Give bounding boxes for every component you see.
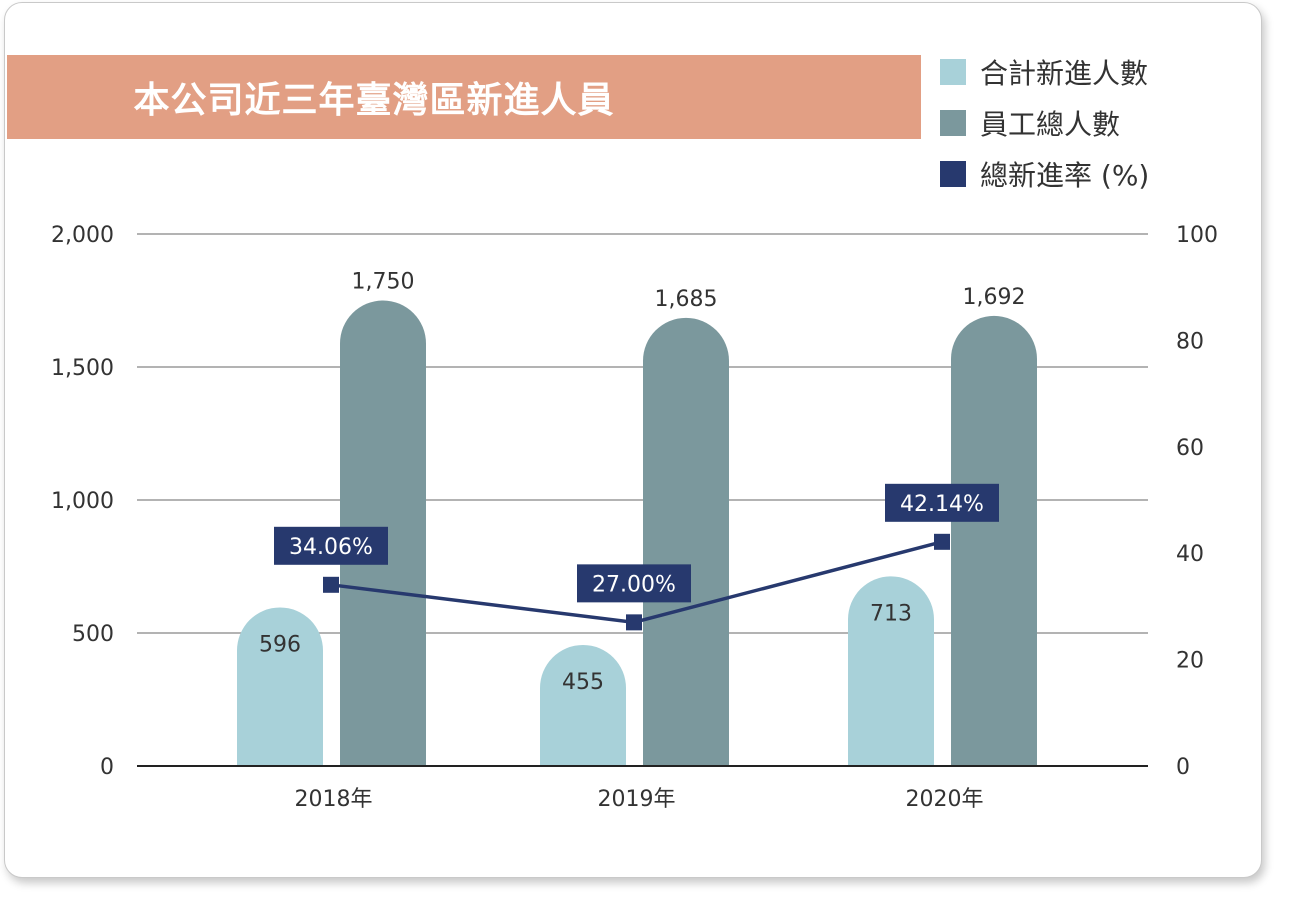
rate-marker [323, 576, 339, 593]
legend-swatch-hire-rate [940, 161, 966, 187]
legend-item-new-hires: 合計新進人數 [940, 52, 1148, 92]
data-label-total-employees: 1,750 [352, 270, 415, 295]
legend-label-hire-rate: 總新進率 (%) [980, 159, 1150, 192]
x-tick-label: 2018年 [295, 787, 373, 812]
chart-card [4, 2, 1262, 878]
x-tick-label: 2019年 [598, 787, 676, 812]
rate-marker [934, 533, 950, 550]
rate-label: 34.06% [289, 535, 373, 560]
bar-new-hires [540, 644, 626, 766]
rate-label: 27.00% [592, 572, 676, 597]
y-right-tick-label: 40 [1176, 542, 1204, 567]
data-label-new-hires: 713 [870, 601, 912, 626]
x-tick-label: 2020年 [906, 787, 984, 812]
legend-swatch-total-employees [940, 110, 966, 136]
y-right-tick-label: 60 [1176, 436, 1204, 461]
chart-title: 本公司近三年臺灣區新進人員 [133, 80, 615, 121]
y-right-tick-label: 0 [1176, 755, 1190, 780]
title-banner [7, 55, 921, 139]
rate-label: 42.14% [900, 492, 984, 517]
rate-label-box [577, 564, 691, 603]
y-right-tick-label: 20 [1176, 649, 1204, 674]
data-label-new-hires: 455 [562, 670, 604, 695]
bar-new-hires [237, 607, 323, 766]
y-right-tick-label: 80 [1176, 329, 1204, 354]
bar-total-employees [951, 315, 1037, 766]
rate-marker [626, 614, 642, 631]
y-left-tick-label: 1,000 [51, 489, 114, 514]
legend-label-new-hires: 合計新進人數 [980, 57, 1149, 90]
y-right-tick-label: 100 [1176, 223, 1218, 248]
data-label-total-employees: 1,685 [655, 287, 718, 312]
y-left-tick-label: 500 [72, 622, 114, 647]
y-left-tick-label: 0 [100, 755, 114, 780]
rate-label-box [274, 526, 388, 565]
rate-label-box [885, 483, 999, 522]
legend-item-total-employees: 員工總人數 [940, 103, 1120, 143]
y-left-tick-label: 1,500 [51, 356, 114, 381]
legend-swatch-new-hires [940, 59, 966, 85]
bar-total-employees [643, 317, 729, 766]
bar-new-hires [848, 576, 934, 766]
legend-label-total-employees: 員工總人數 [980, 108, 1121, 141]
y-left-tick-label: 2,000 [51, 223, 114, 248]
legend-item-hire-rate: 總新進率 (%) [940, 154, 1149, 194]
data-label-total-employees: 1,692 [963, 285, 1026, 310]
data-label-new-hires: 596 [259, 632, 301, 657]
